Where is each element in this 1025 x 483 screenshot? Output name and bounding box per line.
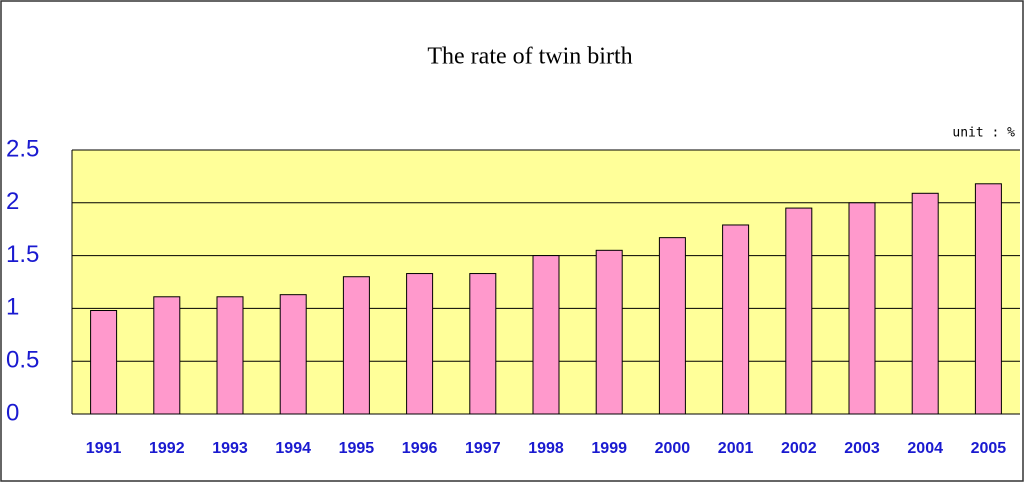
- y-tick-label: 0.5: [6, 347, 39, 374]
- y-tick-label: 2: [6, 188, 19, 215]
- bar: [532, 255, 560, 415]
- x-tick-label: 2002: [781, 440, 817, 457]
- bar: [90, 310, 118, 415]
- bar: [785, 207, 813, 415]
- bar: [658, 237, 686, 415]
- bar: [279, 294, 307, 415]
- x-tick-label: 1992: [149, 440, 185, 457]
- x-tick-label: 2000: [655, 440, 691, 457]
- bar: [406, 273, 434, 415]
- x-tick-label: 1996: [402, 440, 438, 457]
- x-tick-label: 2004: [907, 440, 943, 457]
- x-tick-label: 1998: [528, 440, 564, 457]
- x-tick-label: 2001: [718, 440, 754, 457]
- y-tick-label: 1: [6, 294, 19, 321]
- x-tick-label: 2003: [844, 440, 880, 457]
- y-tick-label: 1.5: [6, 241, 39, 268]
- x-tick-label: 1993: [212, 440, 248, 457]
- x-tick-label: 1991: [86, 440, 122, 457]
- bar: [153, 296, 181, 415]
- y-tick-label: 0: [6, 399, 19, 426]
- bar: [595, 249, 623, 415]
- x-tick-label: 2005: [971, 440, 1007, 457]
- x-tick-label: 1994: [275, 440, 311, 457]
- x-tick-label: 1995: [339, 440, 375, 457]
- bar: [469, 273, 497, 415]
- x-tick-label: 1999: [591, 440, 627, 457]
- y-tick-label: 2.5: [6, 135, 39, 162]
- bar: [911, 192, 939, 415]
- bar: [722, 224, 750, 415]
- unit-label: unit : %: [952, 126, 1015, 141]
- chart-title: The rate of twin birth: [427, 44, 632, 70]
- bar: [342, 276, 370, 415]
- x-tick-label: 1997: [465, 440, 501, 457]
- bar: [848, 202, 876, 415]
- bar: [974, 183, 1002, 415]
- bar: [216, 296, 244, 415]
